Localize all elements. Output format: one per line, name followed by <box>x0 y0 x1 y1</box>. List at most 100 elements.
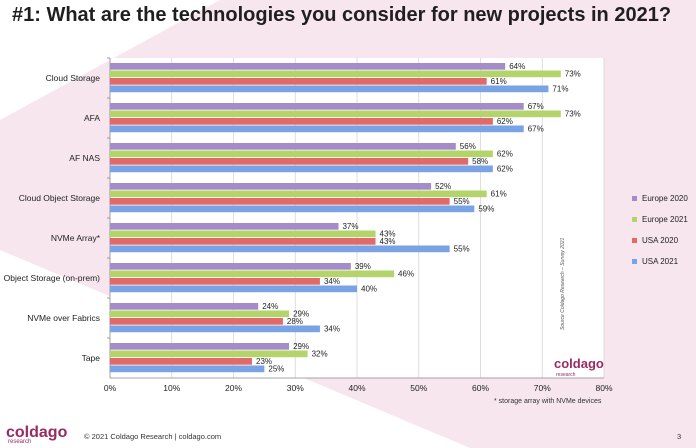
bar <box>110 205 475 213</box>
legend-label: Europe 2021 <box>642 215 688 224</box>
bars <box>110 63 561 373</box>
bar <box>110 245 450 253</box>
legend-swatch <box>632 259 637 264</box>
legend-swatch <box>632 196 637 201</box>
copyright: © 2021 Coldago Research | coldago.com <box>84 432 222 441</box>
legend-item: Europe 2020 <box>632 188 688 209</box>
bar <box>110 278 320 285</box>
data-label: 62% <box>497 117 513 126</box>
value-labels: 64% 73% 61% 71% 67% 73% 62% 67% 56% 62% 58% 62% 52% 6… <box>256 62 581 373</box>
data-label: 34% <box>324 324 340 333</box>
data-label: 71% <box>552 84 568 93</box>
bar <box>110 63 506 70</box>
bar <box>110 150 493 158</box>
bar <box>110 325 320 333</box>
category-labels: Cloud Storage AFA AF NAS Cloud Object Stora… <box>4 73 101 363</box>
footer-logo-subtitle: research <box>8 439 32 445</box>
legend-item: Europe 2021 <box>632 209 688 230</box>
data-label: 34% <box>324 277 340 286</box>
bar <box>110 303 259 310</box>
data-label: 37% <box>342 222 358 231</box>
data-label: 61% <box>491 77 507 86</box>
data-label: 67% <box>528 124 544 133</box>
bar <box>110 103 524 110</box>
bar <box>110 318 283 325</box>
bar <box>110 78 487 85</box>
source-note: Source Coldago Research – Survey 2021 <box>560 237 566 330</box>
bar <box>110 238 376 245</box>
category-label: Object Storage (on-prem) <box>4 273 101 283</box>
tick-label: 10% <box>163 383 180 393</box>
data-label: 73% <box>565 109 581 118</box>
bar <box>110 183 432 190</box>
data-label: 23% <box>256 357 272 366</box>
data-label: 28% <box>287 317 303 326</box>
bar <box>110 223 339 230</box>
bar <box>110 358 253 365</box>
data-label: 55% <box>454 244 470 253</box>
data-label: 40% <box>361 284 377 293</box>
data-label: 29% <box>293 342 309 351</box>
category-label: NVMe Array* <box>51 233 101 243</box>
bar <box>110 118 493 125</box>
bar <box>110 110 561 118</box>
data-label: 58% <box>472 157 488 166</box>
bar <box>110 350 308 358</box>
data-label: 59% <box>478 204 494 213</box>
bar <box>110 343 290 350</box>
legend-swatch <box>632 238 637 243</box>
bar <box>110 158 469 165</box>
data-label: 56% <box>460 142 476 151</box>
data-label: 61% <box>491 189 507 198</box>
category-label: Cloud Object Storage <box>19 193 101 203</box>
data-label: 29% <box>293 309 309 318</box>
page-number: 3 <box>677 432 682 441</box>
data-label: 39% <box>355 262 371 271</box>
data-label: 32% <box>312 349 328 358</box>
data-label: 55% <box>454 197 470 206</box>
category-label: AFA <box>84 113 100 123</box>
bar <box>110 198 450 205</box>
chart-logo: coldago <box>554 356 604 371</box>
category-label: NVMe over Fabrics <box>27 313 100 323</box>
bar <box>110 190 487 198</box>
bar <box>110 310 290 318</box>
data-label: 73% <box>565 69 581 78</box>
bar <box>110 230 376 238</box>
data-label: 24% <box>262 302 278 311</box>
legend-swatch <box>632 217 637 222</box>
legend-label: USA 2020 <box>642 236 679 245</box>
category-label: Cloud Storage <box>46 73 101 83</box>
footer-logo: coldago <box>6 424 68 441</box>
legend-label: USA 2021 <box>642 257 679 266</box>
data-label: 64% <box>509 62 525 71</box>
bar <box>110 263 351 270</box>
tick-label: 60% <box>472 383 489 393</box>
category-label: AF NAS <box>69 153 100 163</box>
bar <box>110 143 456 150</box>
footnote: * storage array with NVMe devices <box>494 398 602 405</box>
tick-label: 20% <box>225 383 242 393</box>
bar <box>110 85 549 93</box>
bar <box>110 365 265 373</box>
tick-label: 30% <box>287 383 304 393</box>
bar <box>110 270 395 278</box>
data-label: 43% <box>380 237 396 246</box>
category-label: Tape <box>82 353 101 363</box>
data-label: 62% <box>497 149 513 158</box>
tick-label: 40% <box>348 383 365 393</box>
data-label: 43% <box>380 229 396 238</box>
legend-item: USA 2021 <box>632 251 688 272</box>
data-label: 67% <box>528 102 544 111</box>
data-label: 25% <box>268 364 284 373</box>
data-label: 62% <box>497 164 513 173</box>
bar <box>110 165 493 173</box>
page-title: #1: What are the technologies you consid… <box>12 4 672 26</box>
legend-item: USA 2020 <box>632 230 688 251</box>
tick-label: 80% <box>595 383 612 393</box>
data-label: 46% <box>398 269 414 278</box>
bar <box>110 285 357 293</box>
chart-logo-subtitle: research <box>556 372 576 378</box>
tick-label: 70% <box>534 383 551 393</box>
